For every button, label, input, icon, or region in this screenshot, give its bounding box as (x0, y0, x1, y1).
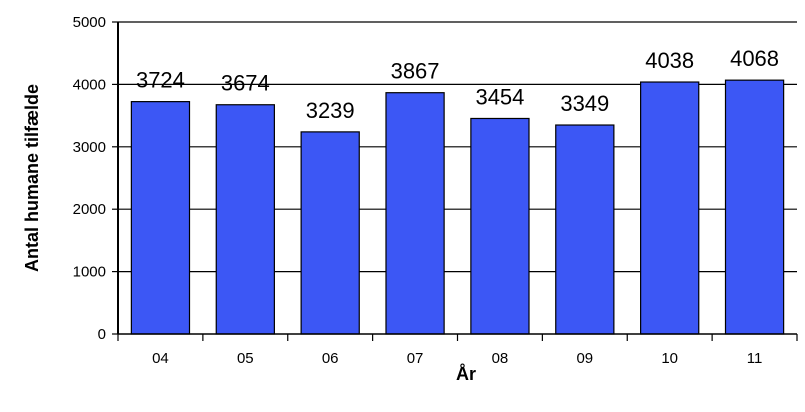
data-label: 3349 (560, 91, 609, 116)
x-axis-title: År (456, 364, 476, 384)
y-tick-label: 1000 (73, 264, 106, 281)
bar (724, 79, 785, 335)
y-axis-ticks: 0 1000 2000 3000 4000 5000 (73, 14, 118, 343)
x-axis-ticks: 04 05 06 07 08 09 10 11 (117, 334, 798, 367)
bar (385, 92, 445, 335)
x-tick-label: 09 (576, 350, 593, 367)
bar (300, 131, 360, 335)
x-tick-label: 06 (322, 350, 339, 367)
y-tick-label: 4000 (73, 76, 106, 93)
x-tick-label: 05 (237, 350, 254, 367)
data-labels: 3724 3674 3239 3867 3454 3349 4038 4068 (136, 46, 779, 123)
bars (130, 79, 785, 335)
data-label: 3239 (306, 98, 355, 123)
data-label: 3724 (136, 68, 185, 93)
x-tick-label: 07 (407, 350, 424, 367)
y-axis-title: Antal humane tilfælde (22, 84, 42, 272)
x-tick-label: 11 (747, 350, 763, 367)
data-label: 4068 (730, 46, 779, 71)
data-label: 3867 (391, 59, 440, 84)
bar (130, 101, 191, 335)
data-label: 4038 (645, 48, 694, 73)
data-label: 3454 (475, 84, 524, 109)
x-tick-label: 10 (661, 350, 678, 367)
x-tick-label: 08 (492, 350, 509, 367)
bar (640, 81, 700, 335)
bar (470, 117, 530, 335)
y-tick-label: 5000 (73, 14, 106, 31)
y-tick-label: 2000 (73, 201, 106, 218)
x-tick-label: 04 (152, 350, 169, 367)
y-tick-label: 0 (98, 326, 106, 343)
bar (555, 124, 615, 335)
bar (215, 104, 275, 335)
data-label: 3674 (221, 71, 270, 96)
y-tick-label: 3000 (73, 139, 106, 156)
